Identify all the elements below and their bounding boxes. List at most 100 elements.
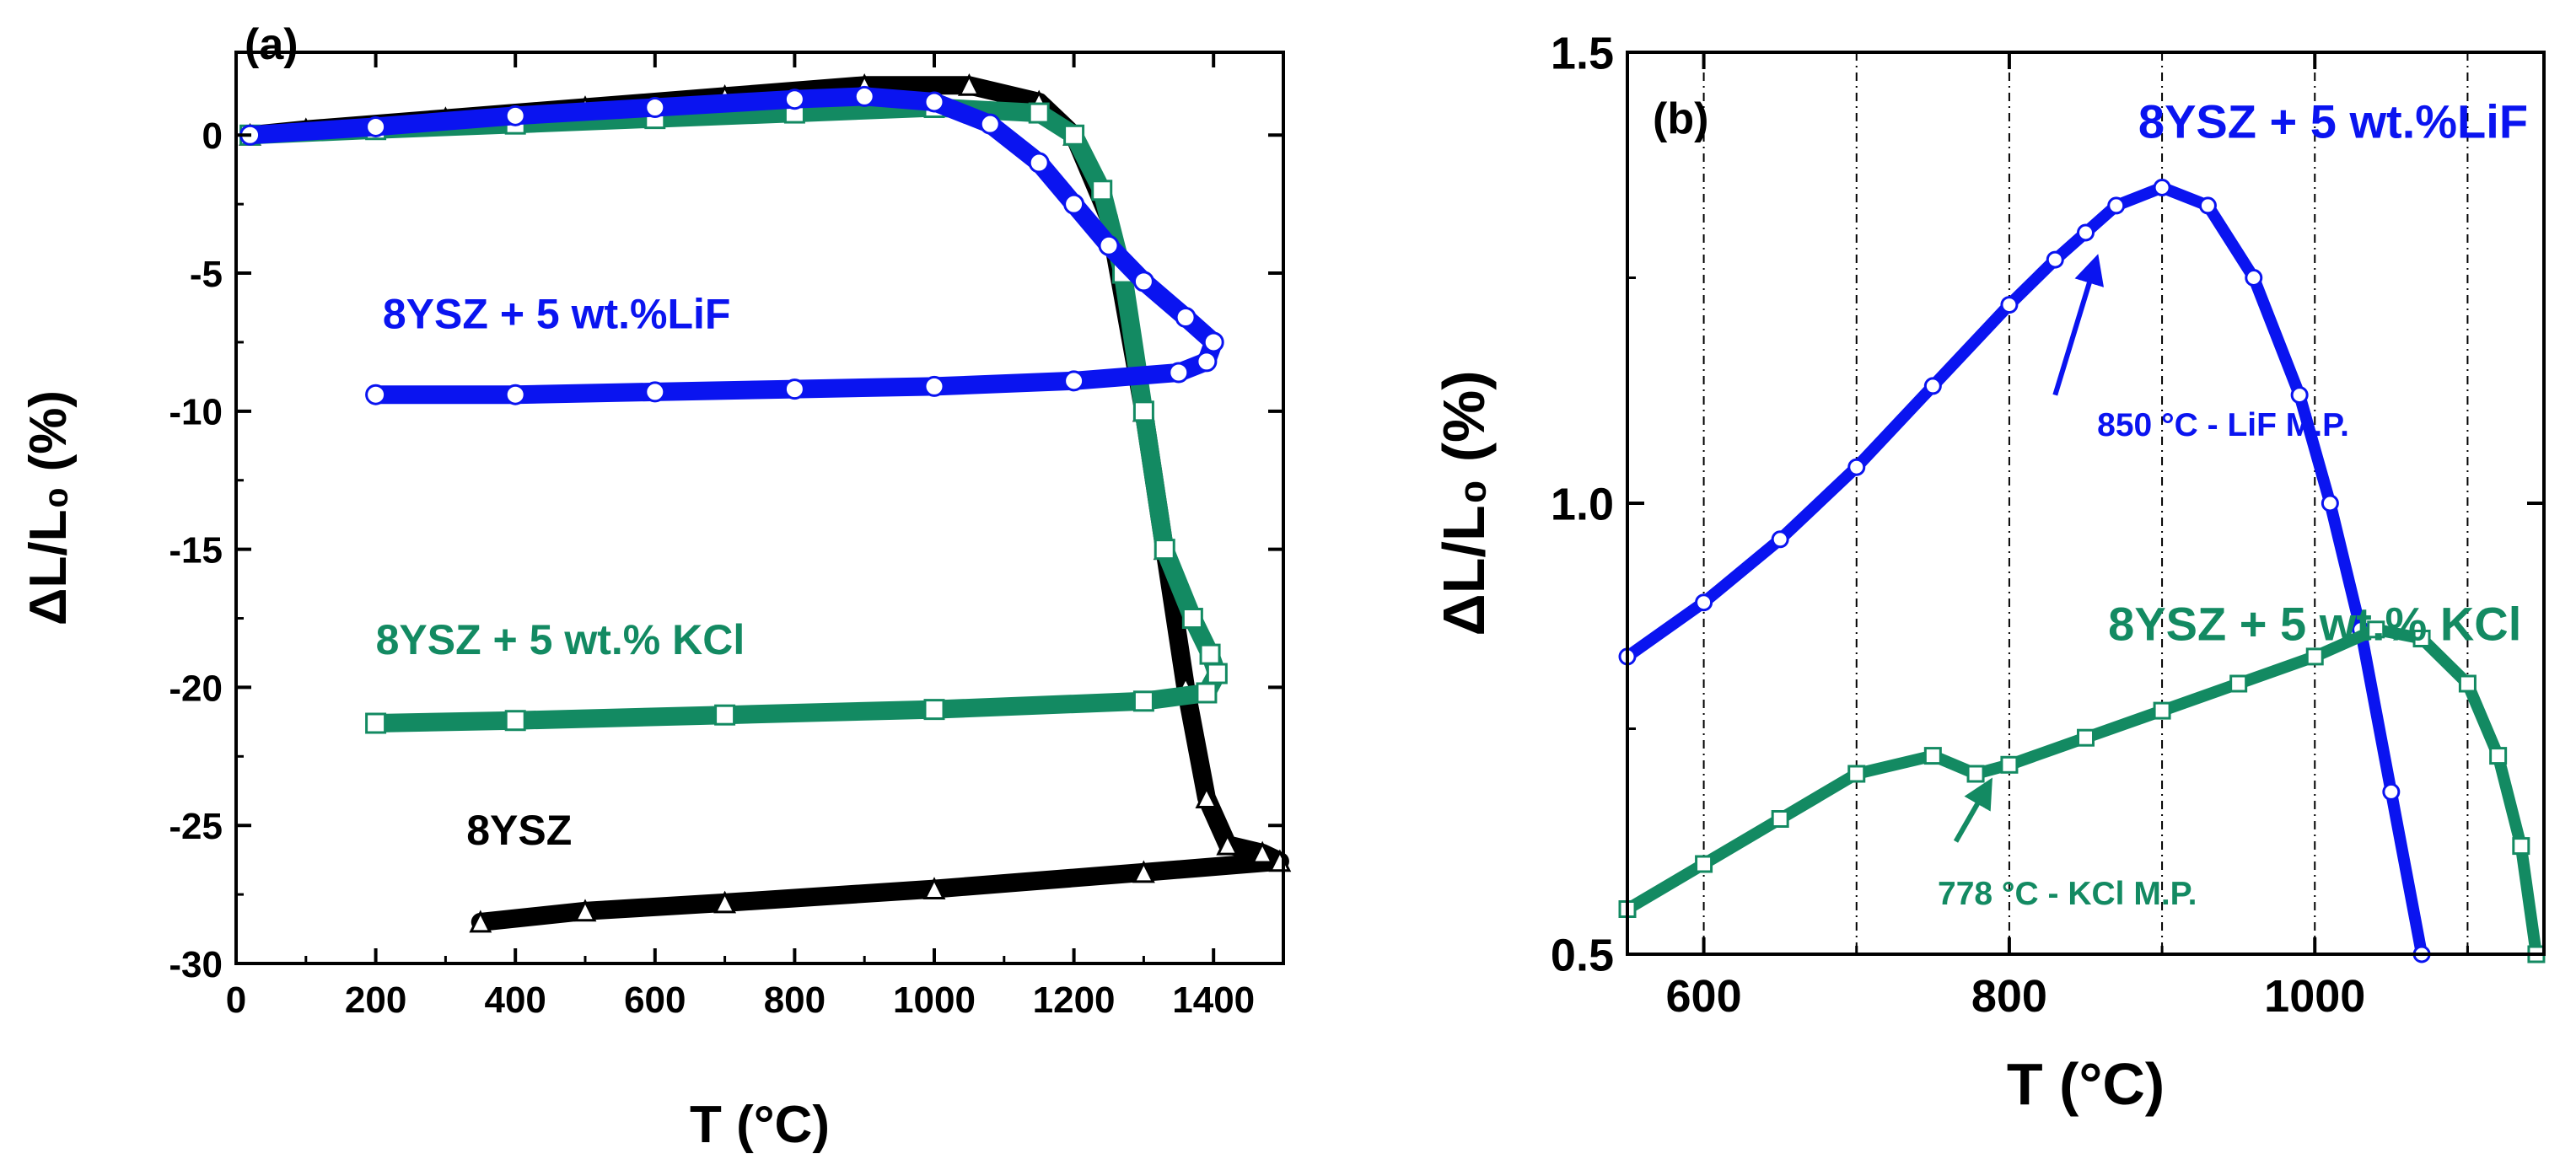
data-point-8ysz-5-wt-lif-7 xyxy=(979,113,1001,135)
x-axis-title: T (°C) xyxy=(2007,1051,2165,1117)
data-point-8ysz-14 xyxy=(1216,832,1240,856)
data-point-8ysz-5-wt-kcl-18 xyxy=(714,704,736,726)
panel-a: 0 200 400 600 800 1000 1200 1400 0 -5 -10 -15 -20 -25… xyxy=(19,20,1292,1154)
data-point-8ysz-5-wt-kcl-5 xyxy=(1966,765,1985,783)
data-point-8ysz-5-wt-lif-3 xyxy=(644,97,666,119)
data-point-8ysz-5-wt-kcl-7 xyxy=(2077,728,2095,747)
x-tick-label-600: 600 xyxy=(624,979,686,1021)
annotation-850-c-lif-m-p: 850 °C - LiF M.P. xyxy=(2097,407,2349,443)
annotation-8ysz-5-wt-kcl: 8YSZ + 5 wt.% KCl xyxy=(376,616,745,663)
data-point-8ysz-18 xyxy=(922,877,946,900)
data-point-8ysz-5-wt-kcl-2 xyxy=(1771,810,1789,828)
x-tick-label-0: 0 xyxy=(226,979,246,1021)
data-point-8ysz-5-wt-kcl-12 xyxy=(1181,608,1203,630)
data-point-8ysz-5-wt-kcl-15 xyxy=(2512,837,2530,856)
y-tick-label-1-0: 1.0 xyxy=(1551,479,1614,529)
plot-frame xyxy=(234,51,1285,965)
panel-label: (b) xyxy=(1653,94,1708,143)
x-tick-label-800: 800 xyxy=(1971,971,2047,1022)
data-point-8ysz-5-wt-lif-1 xyxy=(365,115,387,137)
data-point-8ysz-5-wt-kcl-13 xyxy=(1199,643,1221,665)
y-axis-title: ΔL/L₀ (%) xyxy=(19,390,78,625)
annotation-arrow xyxy=(2052,254,2105,396)
data-point-8ysz-5-wt-lif-13 xyxy=(2321,494,2339,513)
y-axis-title: ΔL/L₀ (%) xyxy=(1431,370,1497,636)
data-point-8ysz-5-wt-lif-17 xyxy=(923,375,945,397)
data-point-8ysz-5-wt-kcl-15 xyxy=(1196,682,1218,704)
data-point-8ysz-5-wt-lif-16 xyxy=(1063,370,1085,392)
data-point-8ysz-5-wt-lif-3 xyxy=(1847,458,1866,476)
data-point-8ysz-5-wt-kcl-4 xyxy=(1923,747,1942,765)
data-point-8ysz-5-wt-lif-20 xyxy=(504,384,526,405)
x-tick-label-200: 200 xyxy=(345,979,406,1021)
data-point-8ysz-5-wt-lif-5 xyxy=(853,85,875,107)
x-tick-label-600: 600 xyxy=(1666,971,1742,1022)
data-point-8ysz-5-wt-kcl-14 xyxy=(1206,663,1228,684)
annotation-8ysz-5-wt-lif: 8YSZ + 5 wt.%LiF xyxy=(383,291,731,338)
data-point-8ysz-5-wt-lif-2 xyxy=(1771,530,1789,549)
data-point-8ysz-15 xyxy=(1250,840,1274,864)
data-point-8ysz-5-wt-kcl-10 xyxy=(2305,647,2324,666)
data-point-8ysz-5-wt-kcl-11 xyxy=(1154,539,1175,561)
panel-b: 600 800 1000 0.5 1.0 1.5 T (°C) ΔL/L₀ (%) (b) 8YS… xyxy=(1431,28,2546,1117)
data-point-8ysz-5-wt-kcl-13 xyxy=(2458,674,2477,693)
x-tick-label-800: 800 xyxy=(764,979,826,1021)
data-point-8ysz-5-wt-lif-10 xyxy=(1098,234,1120,256)
data-point-8ysz-5-wt-lif-9 xyxy=(2153,179,2171,196)
y-tick-label-20: -20 xyxy=(169,668,223,709)
data-point-8ysz-5-wt-lif-11 xyxy=(2245,269,2263,287)
data-point-8ysz-21 xyxy=(469,910,492,933)
data-point-8ysz-5-wt-lif-6 xyxy=(2046,250,2064,269)
data-point-8ysz-5-wt-lif-15 xyxy=(2382,782,2401,801)
annotation-arrow xyxy=(1953,777,1993,843)
series-line-8ysz-5-wt-lif xyxy=(240,87,1223,405)
data-point-8ysz-5-wt-kcl-11 xyxy=(2367,620,2385,639)
annotation-778-c-kcl-m-p: 778 °C - KCl M.P. xyxy=(1938,876,2197,912)
data-point-8ysz-5-wt-lif-11 xyxy=(1132,271,1154,292)
plot-frame xyxy=(1626,51,2546,956)
data-point-8ysz-5-wt-lif-1 xyxy=(1695,593,1713,612)
data-point-8ysz-5-wt-lif-8 xyxy=(2107,196,2126,215)
annotation-8ysz-5-wt-lif: 8YSZ + 5 wt.%LiF xyxy=(2138,95,2528,148)
data-point-8ysz-6 xyxy=(957,72,981,96)
data-point-8ysz-5-wt-kcl-9 xyxy=(2229,674,2248,693)
data-point-8ysz-5-wt-kcl-1 xyxy=(1695,855,1713,873)
data-point-8ysz-5-wt-kcl-6 xyxy=(2000,755,2019,774)
data-point-8ysz-5-wt-lif-4 xyxy=(1923,377,1942,395)
data-point-8ysz-5-wt-lif-21 xyxy=(365,384,387,405)
data-point-8ysz-5-wt-kcl-17 xyxy=(923,699,945,721)
y-tick-label-25: -25 xyxy=(169,806,223,847)
data-point-8ysz-5-wt-lif-10 xyxy=(2198,196,2217,215)
x-tick-label-1000: 1000 xyxy=(2264,971,2365,1022)
data-point-8ysz-5-wt-lif-8 xyxy=(1028,152,1050,174)
annotation-8ysz: 8YSZ xyxy=(466,807,572,854)
data-point-8ysz-13 xyxy=(1195,786,1218,808)
x-tick-label-1000: 1000 xyxy=(893,979,976,1021)
data-point-8ysz-17 xyxy=(1132,860,1155,883)
y-tick-label-0: 0 xyxy=(202,115,223,157)
data-point-8ysz-20 xyxy=(573,899,597,922)
data-point-8ysz-5-wt-kcl-14 xyxy=(2489,747,2508,765)
data-point-8ysz-5-wt-lif-2 xyxy=(504,105,526,126)
data-point-8ysz-5-wt-kcl-3 xyxy=(1847,765,1866,783)
data-point-8ysz-5-wt-lif-5 xyxy=(2000,296,2019,314)
data-point-8ysz-19 xyxy=(713,890,737,914)
data-point-8ysz-5-wt-lif-9 xyxy=(1063,193,1085,215)
data-point-8ysz-5-wt-kcl-16 xyxy=(1132,690,1154,712)
y-tick-label-1-5: 1.5 xyxy=(1551,28,1614,78)
x-tick-label-400: 400 xyxy=(484,979,546,1021)
data-point-8ysz-5-wt-lif-13 xyxy=(1202,331,1224,353)
data-point-8ysz-5-wt-kcl-19 xyxy=(504,710,526,732)
data-point-8ysz-5-wt-kcl-8 xyxy=(2153,701,2171,720)
data-point-8ysz-5-wt-lif-15 xyxy=(1168,362,1190,384)
x-axis-title: T (°C) xyxy=(690,1096,830,1154)
data-point-8ysz-5-wt-kcl-8 xyxy=(1091,180,1113,201)
data-point-8ysz-5-wt-lif-4 xyxy=(783,89,805,110)
y-tick-label-15: -15 xyxy=(169,529,223,571)
data-point-8ysz-5-wt-lif-12 xyxy=(2290,386,2309,405)
panel-label: (a) xyxy=(245,20,298,69)
data-point-8ysz-5-wt-lif-12 xyxy=(1175,306,1197,328)
data-point-8ysz-5-wt-lif-7 xyxy=(2077,223,2095,242)
data-point-8ysz-5-wt-lif-6 xyxy=(923,91,945,113)
